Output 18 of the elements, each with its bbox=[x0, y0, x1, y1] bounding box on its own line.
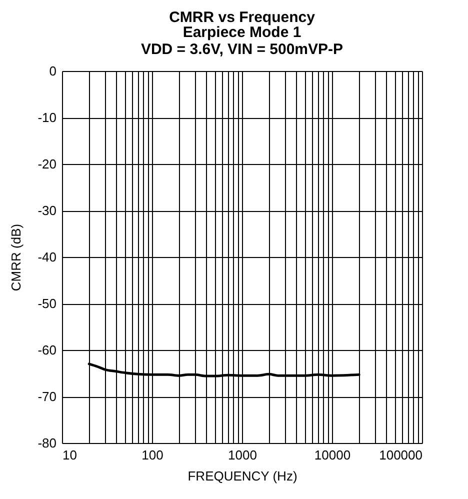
y-axis-title: CMRR (dB) bbox=[8, 224, 24, 292]
y-tick-label: -80 bbox=[38, 436, 56, 450]
y-tick-label: -10 bbox=[38, 110, 56, 125]
y-tick-label: -70 bbox=[38, 389, 56, 404]
x-tick-label: 10000 bbox=[314, 448, 351, 462]
y-tick-label: -60 bbox=[38, 342, 56, 358]
x-axis-title: FREQUENCY (Hz) bbox=[188, 468, 298, 484]
y-tick-label: -20 bbox=[38, 156, 56, 172]
chart-title: CMRR vs Frequency bbox=[169, 9, 316, 26]
x-tick-label: 1000 bbox=[228, 448, 257, 462]
y-tick-label: -30 bbox=[38, 203, 56, 218]
x-tick-label: 100 bbox=[142, 448, 164, 462]
x-tick-label: 100000 bbox=[379, 448, 422, 462]
y-tick-label: 0 bbox=[49, 64, 56, 78]
x-tick-label: 10 bbox=[62, 448, 77, 462]
y-tick-label: -50 bbox=[38, 296, 56, 311]
chart-subtitle: Earpiece Mode 1 VDD = 3.6V, VIN = 500mVP-P bbox=[140, 24, 344, 58]
y-tick-label: -40 bbox=[38, 250, 56, 264]
